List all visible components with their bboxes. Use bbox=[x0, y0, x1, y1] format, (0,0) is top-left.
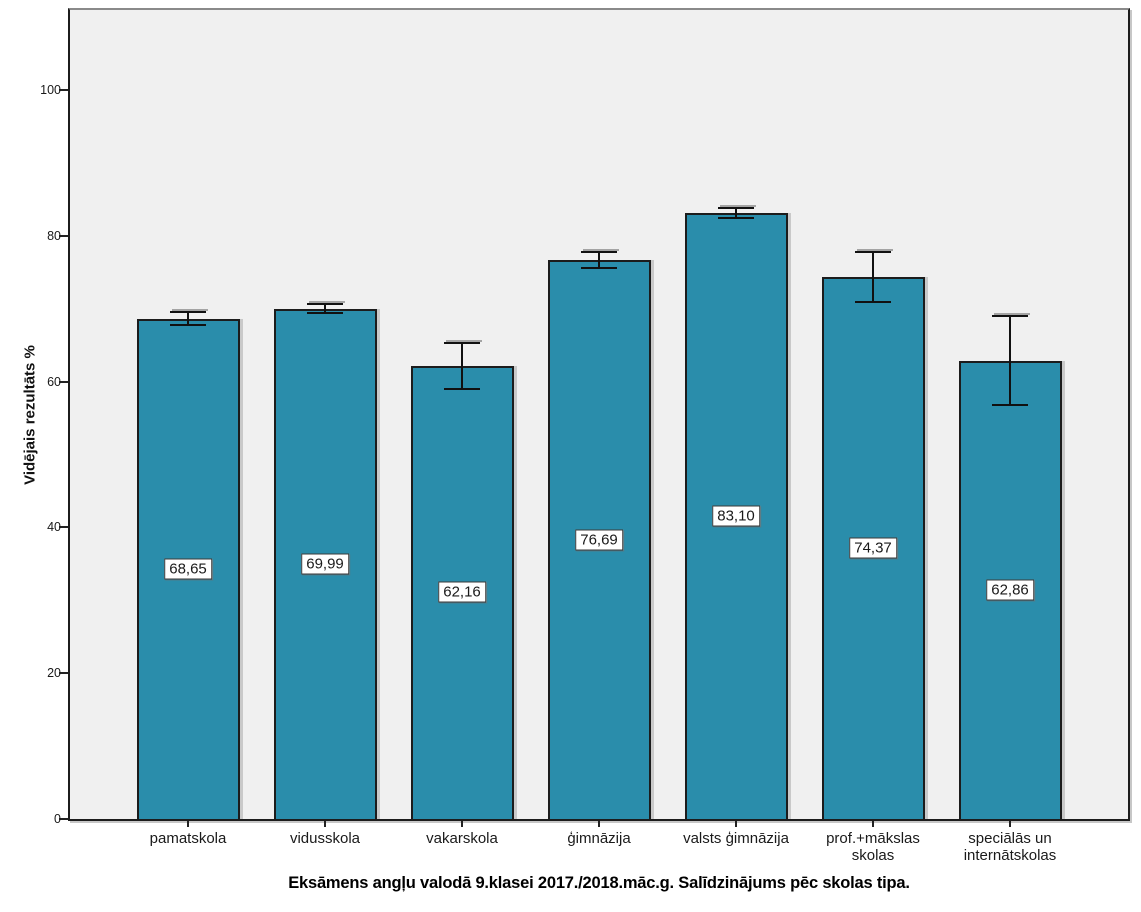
bar-value-label: 68,65 bbox=[164, 558, 212, 580]
x-category-label: vidusskola bbox=[289, 830, 361, 847]
x-tick-mark bbox=[1009, 821, 1011, 827]
error-bar-cap-top bbox=[581, 250, 617, 253]
x-tick-mark bbox=[461, 821, 463, 827]
error-bar-cap-top bbox=[170, 311, 206, 314]
x-category-label: vakarskola bbox=[426, 830, 498, 847]
error-bar-whisker bbox=[735, 208, 737, 219]
error-bar-whisker bbox=[461, 343, 463, 389]
x-category-label: valsts ģimnāzija bbox=[683, 830, 789, 847]
bar-value-label: 62,16 bbox=[438, 581, 486, 603]
y-tick-label: 100 bbox=[40, 83, 61, 98]
error-bar-whisker bbox=[1009, 316, 1011, 405]
x-tick-mark bbox=[735, 821, 737, 827]
error-bar-whisker bbox=[187, 312, 189, 325]
chart-title: Eksāmens angļu valodā 9.klasei 2017./201… bbox=[288, 874, 910, 892]
x-category-label: pamatskola bbox=[149, 830, 227, 847]
bar-value-label: 76,69 bbox=[575, 529, 623, 551]
error-bar-whisker bbox=[324, 304, 326, 314]
error-bar-whisker bbox=[598, 251, 600, 268]
bar-value-label: 62,86 bbox=[986, 579, 1034, 601]
y-tick-label: 0 bbox=[54, 812, 61, 826]
bar-value-label: 83,10 bbox=[712, 505, 760, 527]
error-bar-cap-top bbox=[307, 303, 343, 306]
bar-value-label: 74,37 bbox=[849, 537, 897, 559]
error-bar-cap-bottom bbox=[444, 387, 480, 390]
y-tick-label: 40 bbox=[47, 520, 61, 535]
error-bar-cap-top bbox=[855, 250, 891, 253]
bar-value-label: 69,99 bbox=[301, 553, 349, 575]
x-tick-mark bbox=[872, 821, 874, 827]
y-tick-label: 80 bbox=[47, 228, 61, 243]
error-bar-cap-bottom bbox=[581, 267, 617, 269]
error-bar-cap-bottom bbox=[855, 300, 891, 303]
error-bar-cap-bottom bbox=[718, 217, 754, 220]
y-tick-mark bbox=[59, 380, 68, 383]
y-tick-label: 20 bbox=[47, 666, 61, 681]
x-category-label: ģimnāzija bbox=[567, 830, 631, 847]
error-bar-cap-top bbox=[992, 315, 1028, 318]
x-tick-mark bbox=[324, 821, 326, 827]
y-tick-label: 60 bbox=[47, 374, 61, 389]
error-bar-cap-top bbox=[718, 207, 754, 210]
y-tick-mark bbox=[59, 234, 68, 237]
x-tick-mark bbox=[598, 821, 600, 827]
y-tick-mark bbox=[59, 818, 68, 820]
x-tick-mark bbox=[187, 821, 189, 827]
y-axis-title: Vidējais rezultāts % bbox=[21, 345, 39, 485]
plot-inner: 68,65 69,99 62,16 76,69 83,10 74,37 62,86 bbox=[70, 10, 1128, 819]
y-tick-mark bbox=[59, 89, 68, 92]
error-bar-cap-top bbox=[444, 342, 480, 345]
x-category-label: prof.+mākslas skolas bbox=[826, 830, 920, 864]
error-bar-cap-bottom bbox=[170, 323, 206, 326]
y-tick-mark bbox=[59, 526, 68, 529]
error-bar-cap-bottom bbox=[307, 312, 343, 315]
error-bar-cap-bottom bbox=[992, 404, 1028, 407]
plot-area: 68,65 69,99 62,16 76,69 83,10 74,37 62,86 bbox=[68, 8, 1130, 821]
error-bar-whisker bbox=[872, 251, 874, 302]
x-category-label: speciālās un internātskolas bbox=[963, 830, 1057, 864]
y-tick-mark bbox=[59, 672, 68, 675]
